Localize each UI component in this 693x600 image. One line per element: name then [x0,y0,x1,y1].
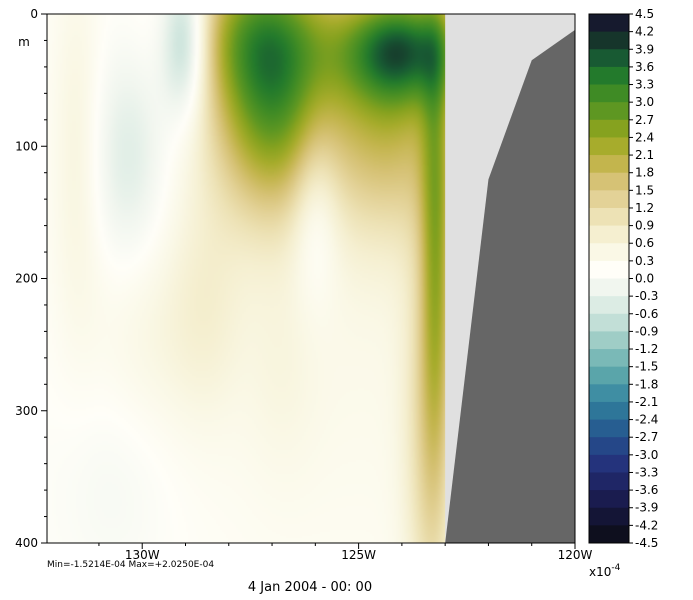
plot-area [47,14,575,543]
y-tick-label: 0 [30,7,38,21]
colorbar-swatch [589,207,629,226]
colorbar-swatch [589,49,629,68]
colorbar-swatch [589,31,629,50]
colorbar-label: 0.6 [635,236,654,250]
colorbar-swatch [589,349,629,368]
colorbar: 4.5 4.2 3.9 3.6 3.3 3.0 2.7 2.4 2.1 1.8 1.5 1.2 0.9 0… [588,7,658,550]
colorbar-swatch [589,419,629,438]
colorbar-label: -3.0 [635,448,658,462]
colorbar-label: -2.4 [635,413,658,427]
colorbar-swatch [589,313,629,332]
colorbar-label: -4.5 [635,536,658,550]
colorbar-label: 2.4 [635,130,654,144]
colorbar-label: 1.5 [635,183,654,197]
colorbar-swatch [589,366,629,385]
colorbar-swatch [589,260,629,279]
colorbar-label: 0.0 [635,272,654,286]
colorbar-swatch [589,525,629,544]
x-tick-label: 130W [125,548,160,562]
colorbar-swatch [589,119,629,138]
colorbar-multiplier-label: x10-4 [589,563,621,579]
colorbar-swatch [589,102,629,121]
colorbar-label: 4.2 [635,25,654,39]
colorbar-swatch [589,155,629,174]
colorbar-swatch [589,437,629,456]
colorbar-label: -0.6 [635,307,658,321]
colorbar-swatch [589,66,629,85]
x-axis: 130W 125W 120W [98,543,593,562]
colorbar-label: -0.9 [635,324,658,338]
y-tick-label: 300 [15,404,38,418]
colorbar-label: 2.7 [635,113,654,127]
colorbar-label: -1.5 [635,360,658,374]
colorbar-label: -3.3 [635,465,658,479]
y-axis: 0 100 200 300 400 [15,7,47,550]
colorbar-swatch [589,296,629,315]
colorbar-label: 3.0 [635,95,654,109]
time-stamp-label: 4 Jan 2004 - 00: 00 [248,580,372,595]
colorbar-swatch [589,84,629,103]
colorbar-swatch [589,384,629,403]
colorbar-swatch [589,507,629,526]
colorbar-label: -1.8 [635,377,658,391]
colorbar-label: 0.9 [635,219,654,233]
land-mask [445,29,575,543]
colorbar-label: -3.6 [635,483,658,497]
colorbar-swatch [589,331,629,350]
y-tick-label: 400 [15,536,38,550]
colorbar-swatch [589,454,629,473]
colorbar-swatch [589,278,629,297]
colorbar-swatch [589,472,629,491]
colorbar-label: 3.9 [635,42,654,56]
colorbar-label: -2.1 [635,395,658,409]
colorbar-label: -4.2 [635,518,658,532]
colorbar-swatch [589,137,629,156]
min-max-stats: Min=-1.5214E-04 Max=+2.0250E-04 [47,560,214,570]
y-tick-label: 200 [15,272,38,286]
colorbar-swatch [589,401,629,420]
colorbar-label: 0.3 [635,254,654,268]
colorbar-label: -1.2 [635,342,658,356]
colorbar-label: 2.1 [635,148,654,162]
colorbar-swatch [589,225,629,244]
colorbar-label: 1.2 [635,201,654,215]
colorbar-label: -3.9 [635,501,658,515]
colorbar-swatch [589,14,629,33]
colorbar-label: 3.3 [635,78,654,92]
colorbar-label: 1.8 [635,166,654,180]
x-tick-label: 120W [558,548,593,562]
x-tick-label: 125W [341,548,376,562]
colorbar-label: 3.6 [635,60,654,74]
colorbar-swatch [589,172,629,191]
colorbar-swatch [589,490,629,509]
colorbar-swatch [589,243,629,262]
colorbar-swatch [589,190,629,209]
colorbar-label: -0.3 [635,289,658,303]
y-axis-unit-label: m [18,35,30,49]
colorbar-label: 4.5 [635,7,654,21]
y-tick-label: 100 [15,139,38,153]
colorbar-label: -2.7 [635,430,658,444]
